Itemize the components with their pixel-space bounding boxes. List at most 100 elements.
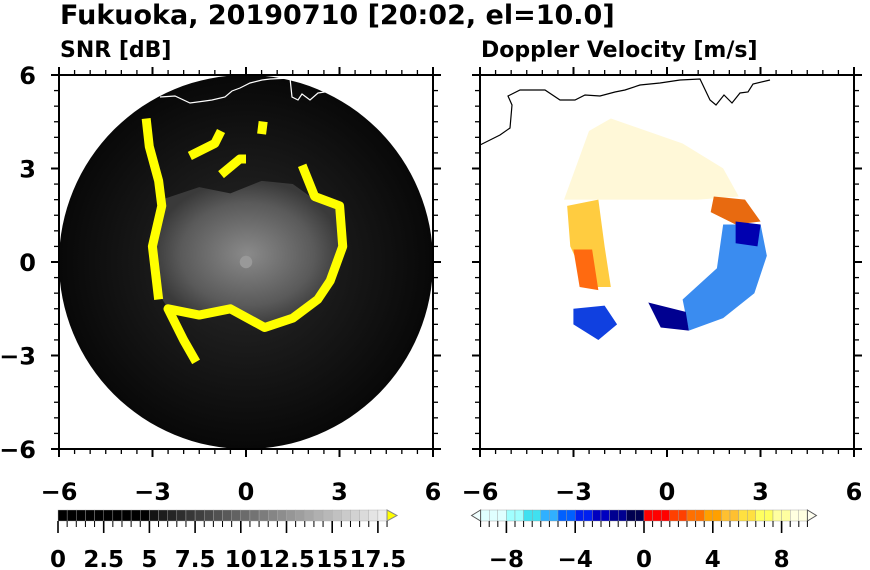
velocity-colorbar-label: −8	[489, 547, 524, 570]
velocity-colorbar-bin	[790, 509, 800, 522]
velocity-weak-positive	[564, 118, 739, 200]
velocity-colorbar-bin	[721, 509, 731, 522]
y-tick-label: −6	[0, 436, 36, 464]
velocity-colorbar-bin	[781, 509, 791, 522]
figure-title: Fukuoka, 20190710 [20:02, el=10.0]	[60, 0, 615, 31]
x-tick-label: −6	[462, 478, 499, 506]
velocity-colorbar-bin	[747, 509, 757, 522]
velocity-positive-northeast	[710, 196, 761, 225]
velocity-colorbar-label: −4	[558, 547, 593, 570]
velocity-plot-area	[480, 78, 771, 340]
velocity-colorbar-bin	[600, 509, 610, 522]
velocity-positive-west	[567, 199, 611, 287]
snr-colorbar-bin	[258, 509, 269, 522]
x-tick-label: 3	[331, 478, 348, 506]
velocity-coastline	[480, 78, 771, 146]
velocity-colorbar-over-arrow	[806, 509, 818, 522]
y-tick-label: 0	[19, 249, 36, 277]
snr-colorbar-bin	[240, 509, 251, 522]
y-tick-label: 6	[19, 62, 36, 90]
velocity-colorbar-bin	[772, 509, 782, 522]
snr-colorbar-label: 17.5	[350, 547, 407, 570]
x-tick-label: 6	[846, 478, 863, 506]
velocity-colorbar-bin	[669, 509, 679, 522]
radar-site-marker	[239, 255, 253, 269]
snr-colorbar-bin	[231, 509, 242, 522]
velocity-colorbar-bin	[497, 509, 507, 522]
velocity-colorbar-bin	[618, 509, 628, 522]
snr-colorbar-over-arrow	[386, 509, 399, 522]
snr-coastline	[159, 77, 341, 104]
velocity-panel-title: Doppler Velocity [m/s]	[481, 38, 758, 63]
snr-colorbar-bin	[350, 509, 360, 522]
snr-colorbar-label: 10	[225, 547, 257, 570]
snr-high-band-north	[221, 159, 246, 175]
x-tick-label: 0	[238, 478, 255, 506]
velocity-negative-south	[648, 302, 689, 331]
x-tick-label: 6	[425, 478, 442, 506]
velocity-colorbar-label: 4	[705, 547, 721, 570]
velocity-colorbar-bin	[592, 509, 602, 522]
velocity-colorbar-bin	[523, 509, 533, 522]
y-tick-label: 3	[19, 156, 36, 184]
velocity-colorbar-bin	[661, 509, 671, 522]
snr-colorbar-bin	[286, 509, 296, 522]
velocity-colorbar-under-arrow	[470, 509, 482, 522]
snr-echo-region	[152, 180, 343, 328]
velocity-colorbar-bin	[532, 509, 542, 522]
x-tick-label: −6	[41, 478, 78, 506]
velocity-colorbar-bin	[729, 509, 739, 522]
snr-colorbar-bin	[277, 509, 287, 522]
snr-colorbar-label: 0	[50, 547, 66, 570]
snr-high-band-north3	[262, 122, 264, 134]
velocity-colorbar-bin	[643, 509, 653, 522]
snr-colorbar-bin	[85, 509, 95, 522]
snr-colorbar-bin	[149, 509, 159, 522]
snr-colorbar-bin	[359, 509, 369, 522]
snr-colorbar-label: 12.5	[258, 547, 315, 570]
snr-colorbar-bin	[332, 509, 342, 522]
snr-colorbar-bin	[185, 509, 196, 522]
snr-colorbar-bin	[313, 509, 324, 522]
snr-colorbar-bin	[121, 509, 132, 522]
snr-colorbar-bin	[76, 509, 86, 522]
velocity-colorbar-bin	[712, 509, 722, 522]
velocity-colorbar-bin	[798, 509, 808, 522]
snr-plot-area	[59, 75, 433, 449]
y-tick-label: −3	[0, 343, 36, 371]
snr-colorbar-bin	[222, 509, 232, 522]
snr-colorbar-bin	[295, 509, 305, 522]
velocity-colorbar-bin	[566, 509, 576, 522]
velocity-colorbar-bin	[704, 509, 714, 522]
velocity-colorbar-bin	[635, 509, 645, 522]
velocity-colorbar-bin	[583, 509, 593, 522]
snr-colorbar-bin	[249, 509, 260, 522]
velocity-colorbar-bin	[652, 509, 662, 522]
snr-colorbar-bin	[268, 509, 278, 522]
snr-colorbar-bin	[167, 509, 178, 522]
velocity-colorbar-bin	[489, 509, 499, 522]
snr-high-band-west	[146, 118, 162, 299]
snr-colorbar-bin	[94, 509, 104, 522]
velocity-colorbar-label: 0	[636, 547, 652, 570]
velocity-colorbar-label: 8	[774, 547, 790, 570]
snr-colorbar-label: 2.5	[83, 547, 124, 570]
plot-frame-1	[479, 74, 855, 450]
snr-colorbar-bin	[176, 509, 187, 522]
velocity-colorbar-bin	[755, 509, 765, 522]
snr-colorbar-bin	[57, 509, 68, 522]
snr-colorbar-bin	[103, 509, 114, 522]
velocity-colorbar-bin	[764, 509, 774, 522]
snr-colorbar-bin	[194, 509, 205, 522]
velocity-negative-southwest	[573, 305, 618, 340]
velocity-negative-east	[682, 224, 767, 331]
snr-colorbar-bin	[158, 509, 168, 522]
snr-colorbar-bin	[130, 509, 141, 522]
snr-colorbar-label: 15	[316, 547, 348, 570]
velocity-colorbar-bin	[695, 509, 705, 522]
x-tick-label: 3	[752, 478, 769, 506]
velocity-colorbar-bin	[557, 509, 567, 522]
x-tick-label: −3	[134, 478, 171, 506]
